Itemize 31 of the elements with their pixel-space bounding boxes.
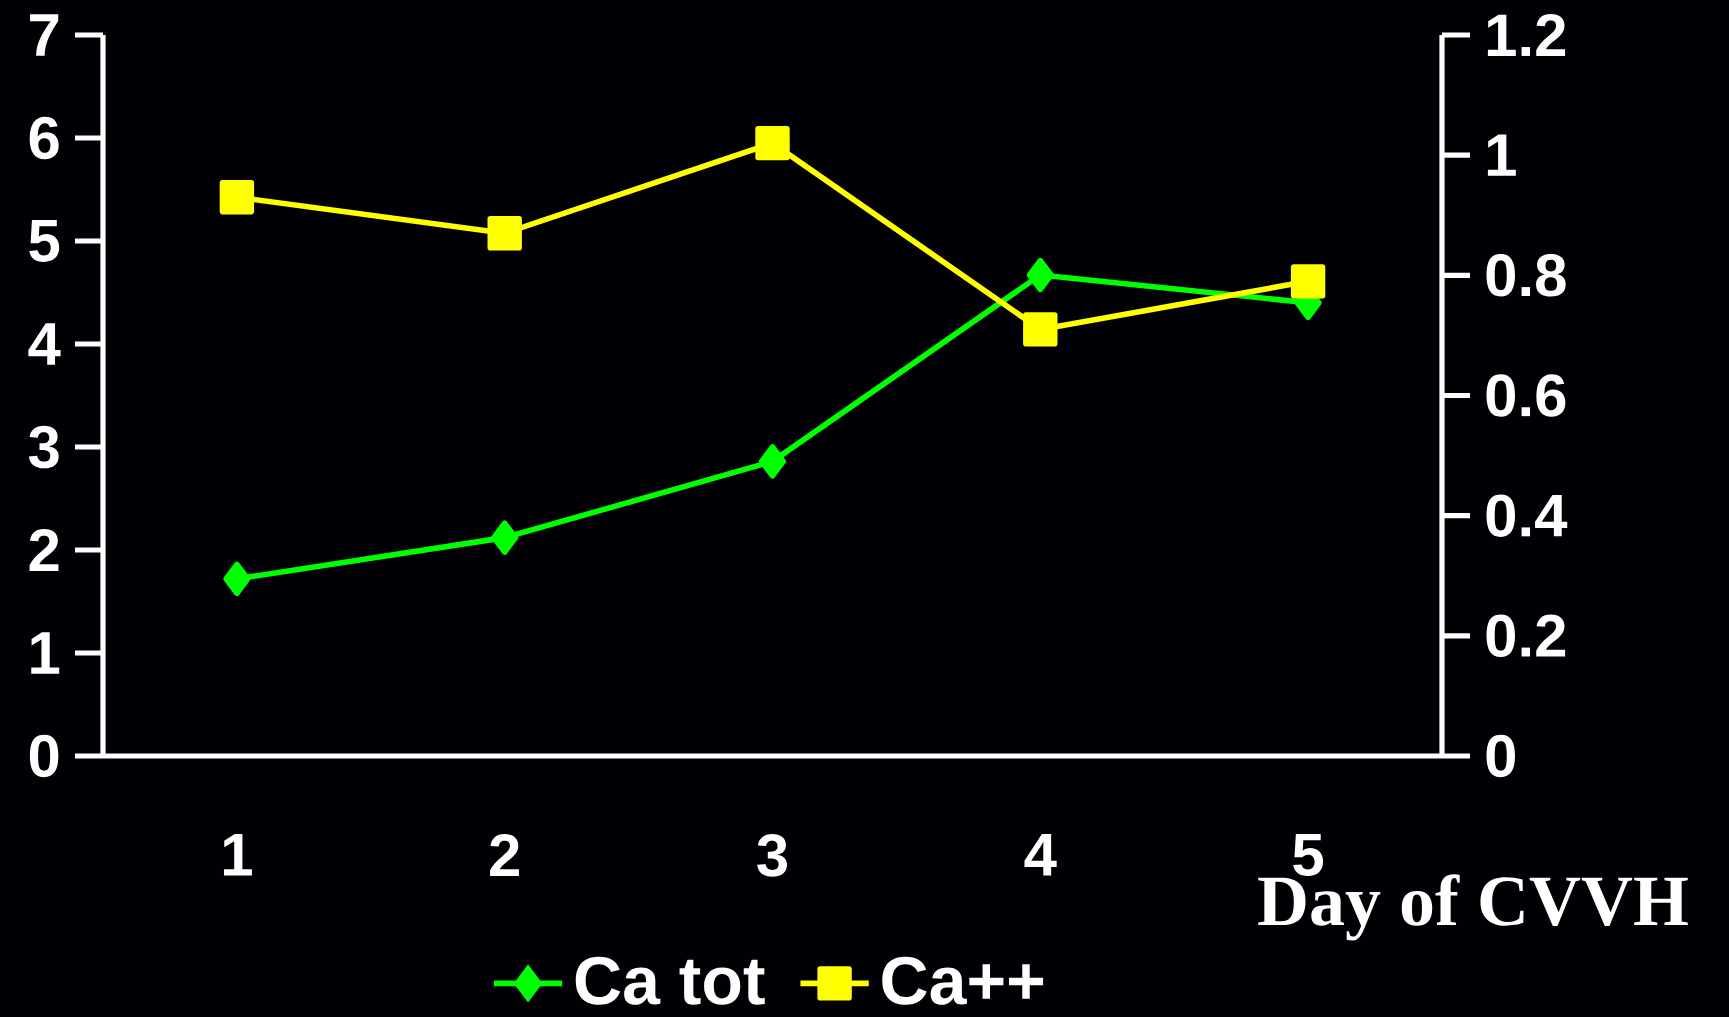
point bbox=[1026, 257, 1054, 293]
x-tick-label: 5 bbox=[1293, 834, 1324, 876]
y2-tick-label: 1 bbox=[1487, 134, 1516, 176]
x-tick-label: 3 bbox=[757, 834, 787, 877]
point bbox=[1290, 264, 1326, 299]
y-tick-label: 2 bbox=[29, 529, 59, 571]
y-tick-label: 1 bbox=[31, 632, 60, 674]
y2-tick-label: 0.6 bbox=[1486, 374, 1566, 417]
point bbox=[219, 180, 255, 215]
y-tick-label: 6 bbox=[29, 116, 59, 160]
point bbox=[223, 561, 251, 597]
point bbox=[1023, 312, 1058, 347]
y2-tick-label: 1.2 bbox=[1487, 14, 1566, 56]
point bbox=[755, 125, 790, 161]
point bbox=[487, 216, 522, 251]
y2-tick-label: 0 bbox=[1486, 734, 1515, 778]
x-tick-label: 4 bbox=[1024, 834, 1057, 876]
legend-label: Ca++ bbox=[882, 956, 1044, 1005]
x-tick-label: 1 bbox=[223, 834, 252, 876]
point bbox=[758, 444, 787, 479]
y2-tick-label: 0.8 bbox=[1486, 254, 1566, 297]
y-tick-label: 5 bbox=[29, 220, 60, 262]
legend-label: Ca tot bbox=[575, 956, 765, 1005]
y-tick-label: 4 bbox=[28, 323, 61, 365]
y2-tick-label: 0.2 bbox=[1486, 614, 1566, 658]
y-tick-label: 0 bbox=[29, 734, 59, 778]
x-tick-label: 2 bbox=[490, 834, 519, 877]
y-tick-label: 3 bbox=[28, 425, 59, 469]
y2-tick-label: 0.4 bbox=[1486, 494, 1568, 537]
point bbox=[491, 520, 519, 555]
y-tick-label: 7 bbox=[30, 14, 59, 56]
